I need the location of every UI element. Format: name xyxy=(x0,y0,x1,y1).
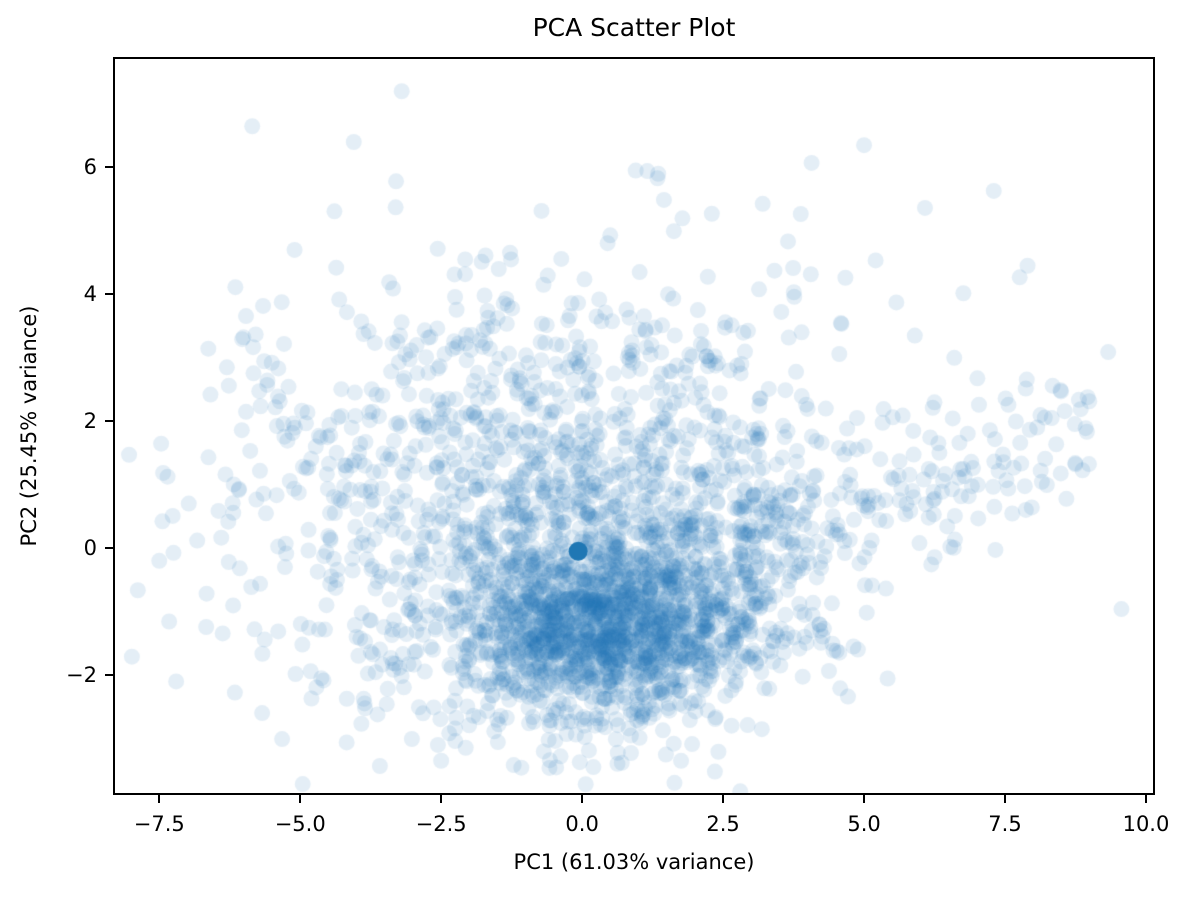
x-axis-label: PC1 (61.03% variance) xyxy=(513,850,755,874)
y-tick-label: 2 xyxy=(83,409,97,434)
y-tick-mark xyxy=(105,420,113,423)
x-tick-label: 7.5 xyxy=(988,812,1022,836)
y-tick-label: 6 xyxy=(83,155,97,180)
x-tick-mark xyxy=(581,795,584,803)
scatter-points-canvas xyxy=(115,59,1153,793)
plot-area xyxy=(113,57,1155,795)
y-tick-label: 0 xyxy=(83,536,97,561)
x-tick-mark xyxy=(863,795,866,803)
x-tick-label: 0.0 xyxy=(565,812,599,836)
y-tick-label: 4 xyxy=(83,282,97,307)
x-tick-label: 10.0 xyxy=(1122,812,1170,836)
y-axis-label: PC2 (25.45% variance) xyxy=(17,305,41,547)
y-tick-mark xyxy=(105,293,113,296)
y-tick-label: −2 xyxy=(66,663,97,688)
y-tick-mark xyxy=(105,674,113,677)
y-tick-mark xyxy=(105,166,113,169)
x-tick-mark xyxy=(1004,795,1006,803)
x-tick-label: −2.5 xyxy=(415,812,467,836)
x-tick-mark xyxy=(440,795,443,803)
x-tick-mark xyxy=(299,795,302,803)
chart-title: PCA Scatter Plot xyxy=(532,13,736,42)
x-tick-label: −7.5 xyxy=(133,812,185,836)
x-tick-mark xyxy=(158,795,161,803)
x-tick-mark xyxy=(722,795,725,803)
x-tick-mark xyxy=(1144,795,1147,803)
x-tick-label: 5.0 xyxy=(847,812,881,836)
x-tick-label: −5.0 xyxy=(274,812,326,836)
x-tick-label: 2.5 xyxy=(706,812,740,836)
y-tick-mark xyxy=(105,547,113,550)
